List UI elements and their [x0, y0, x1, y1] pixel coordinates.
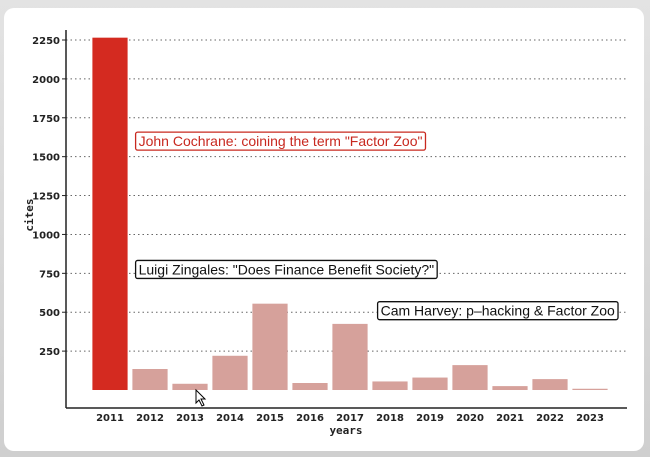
bar-2019 — [412, 377, 448, 390]
y-tick-labels: 250 500 750 1000 1250 1500 1750 2000 2250 — [32, 36, 66, 358]
y-tick-label-1000: 1000 — [32, 230, 60, 241]
annotation-box-2 — [134, 259, 438, 280]
bar-2013 — [172, 383, 208, 390]
bar-2016 — [292, 383, 328, 390]
bar-2021 — [492, 386, 528, 390]
bars — [92, 37, 608, 391]
bar-2015 — [252, 303, 288, 390]
x-tick-label-2017: 2017 — [336, 413, 364, 424]
bar-2022 — [532, 379, 568, 390]
annotation-box-1 — [134, 131, 427, 151]
annotation-1: John Cochrane: coining the term "Factor … — [134, 131, 427, 151]
annotation-2: Luigi Zingales: "Does Finance Benefit So… — [134, 259, 438, 280]
mouse-cursor-icon — [195, 388, 207, 407]
axes — [65, 30, 627, 409]
bar-2014 — [212, 355, 248, 390]
x-tick-label-2011: 2011 — [96, 413, 124, 424]
annotation-text-2: Luigi Zingales: "Does Finance Benefit So… — [139, 261, 435, 277]
x-tick-label-2016: 2016 — [296, 413, 324, 424]
x-tick-label-2012: 2012 — [136, 413, 164, 424]
bar-2020 — [452, 365, 488, 390]
x-tick-label-2023: 2023 — [576, 413, 604, 424]
x-tick-label-2014: 2014 — [216, 413, 244, 424]
bar-2011 — [92, 37, 128, 391]
annotation-box-3 — [376, 301, 619, 321]
x-tick-labels: 2011 2012 2013 2014 2015 2016 2017 2018 2019 2020… — [96, 413, 604, 424]
bar-2023 — [572, 388, 608, 390]
y-tick-label-1750: 1750 — [32, 114, 60, 125]
x-axis-title: years — [329, 424, 362, 437]
x-tick-label-2020: 2020 — [456, 413, 484, 424]
y-tick-label-1500: 1500 — [32, 153, 60, 164]
bar-2012 — [132, 369, 168, 390]
x-tick-label-2013: 2013 — [176, 413, 204, 424]
x-tick-label-2021: 2021 — [496, 413, 524, 424]
y-axis-title: cites — [23, 198, 36, 231]
y-tick-label-1250: 1250 — [32, 192, 60, 203]
x-tick-label-2018: 2018 — [376, 413, 404, 424]
y-tick-label-2250: 2250 — [32, 36, 60, 47]
y-tick-label-500: 500 — [39, 308, 60, 319]
y-tick-label-750: 750 — [39, 269, 60, 280]
annotation-3: Cam Harvey: p–hacking & Factor Zoo — [376, 301, 619, 321]
x-tick-label-2019: 2019 — [416, 413, 444, 424]
annotation-text-3: Cam Harvey: p–hacking & Factor Zoo — [381, 303, 615, 319]
y-tick-label-2000: 2000 — [32, 75, 60, 86]
bar-2018 — [372, 381, 408, 390]
y-tick-label-250: 250 — [39, 347, 60, 358]
x-tick-label-2015: 2015 — [256, 413, 284, 424]
bar-2017 — [332, 323, 368, 390]
annotation-text-1: John Cochrane: coining the term "Factor … — [139, 133, 423, 149]
annotations: John Cochrane: coining the term "Factor … — [134, 131, 619, 321]
x-tick-label-2022: 2022 — [536, 413, 564, 424]
